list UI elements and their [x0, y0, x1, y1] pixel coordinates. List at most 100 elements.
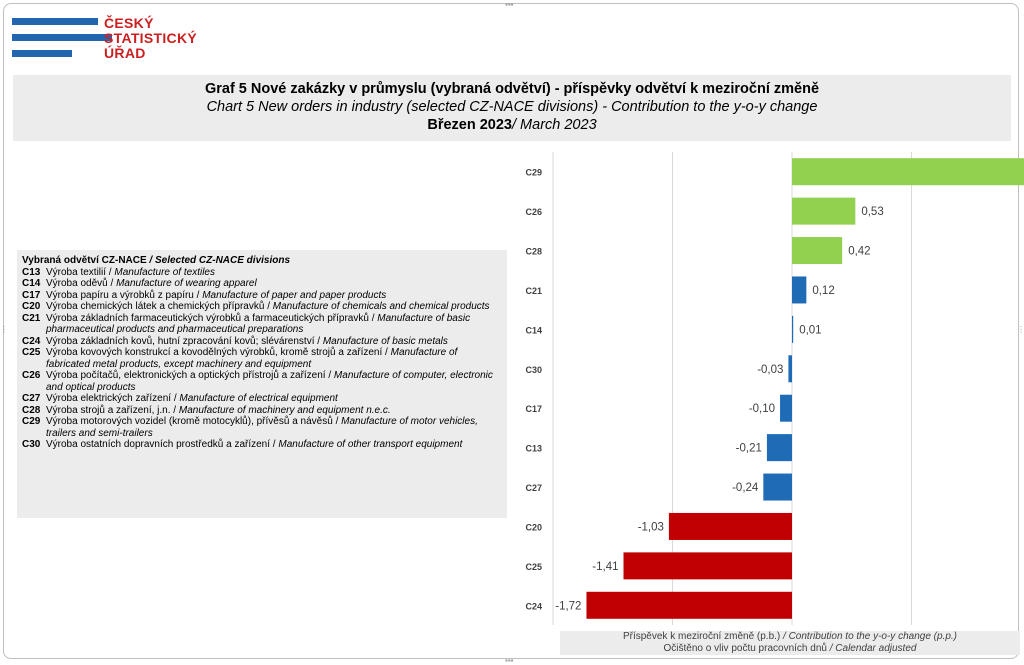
legend-code: C27 — [22, 393, 41, 404]
legend-description-en: Manufacture of paper and paper products — [202, 289, 387, 301]
legend-code: C14 — [22, 278, 41, 289]
value-label: -0,10 — [749, 403, 775, 415]
legend-item-c30: C30 Výroba ostatních dopravních prostředk… — [22, 439, 503, 451]
bar-c25 — [623, 552, 792, 580]
legend-description: Výroba elektrických zařízení / Manufactu… — [46, 393, 338, 404]
bar-c27 — [763, 473, 792, 501]
legend-description: Výroba základních farmaceutických výrobk… — [46, 312, 471, 336]
bar-c21 — [792, 276, 807, 304]
legend-description-en: Manufacture of basic metals — [322, 335, 448, 347]
legend-description: Výroba papíru a výrobků z papíru / Manuf… — [46, 289, 387, 301]
bar-c13 — [766, 434, 792, 462]
chart-period: Březen 2023/ March 2023 — [13, 117, 1011, 133]
legend-heading-en: / Selected CZ-NACE divisions — [146, 255, 291, 266]
logo-stripe — [12, 18, 98, 25]
period-en: / March 2023 — [512, 117, 597, 133]
legend-description: Výroba motorových vozidel (kromě motocyk… — [46, 416, 478, 439]
legend-description-en: Manufacture of motor vehicles, trailers … — [46, 416, 478, 439]
legend-item-c21: C21 Výroba základních farmaceutických výr… — [22, 313, 503, 336]
logo-line-2: STATISTICKÝ — [104, 30, 198, 46]
legend-description-en: Manufacture of chemicals and chemical pr… — [272, 301, 490, 312]
resize-handle-left[interactable]: ⋮ — [0, 325, 8, 334]
resize-handle-bottom[interactable]: ▪▪▪ — [505, 656, 514, 665]
legend-code: C17 — [22, 289, 41, 301]
legend-description-en: Manufacture of computer, electronic and … — [46, 370, 493, 393]
legend-item-c28: C28 Výroba strojů a zařízení, j.n. / Manu… — [22, 405, 503, 417]
footnote-line-2: Očištěno o vliv počtu pracovních dnů / C… — [560, 643, 1020, 655]
category-label: C13 — [525, 444, 542, 454]
legend-description: Výroba kovových konstrukcí a kovodělných… — [46, 347, 458, 370]
legend-heading: Vybraná odvětví CZ-NACE / Selected CZ-NA… — [22, 255, 503, 267]
legend-items: C13 Výroba textilií / Manufacture of text… — [22, 267, 503, 451]
legend-description: Výroba chemických látek a chemických pří… — [46, 301, 490, 312]
period-cz: Březen 2023 — [427, 117, 512, 133]
legend-description: Výroba počítačů, elektronických a optick… — [46, 370, 493, 393]
category-label: C27 — [525, 483, 542, 493]
legend-description-en: Manufacture of other transport equipment — [278, 439, 463, 450]
logo-line-3: ÚŘAD — [104, 45, 146, 61]
legend-item-c17: C17 Výroba papíru a výrobků z papíru / Ma… — [22, 290, 503, 302]
legend-description-cz: Výroba strojů a zařízení, j.n. — [46, 404, 171, 416]
legend-description-cz: Výroba chemických látek a chemických pří… — [46, 301, 265, 312]
value-label: -1,41 — [592, 561, 618, 573]
resize-handle-right[interactable]: ⋮ — [1017, 325, 1024, 334]
legend-description: Výroba textilií / Manufacture of textile… — [46, 266, 215, 278]
footnote-line-1-en: / Contribution to the y-o-y change (p.p.… — [780, 631, 958, 642]
legend-code: C29 — [22, 416, 41, 427]
footnote-line-1-cz: Příspěvek k meziroční změně (p.b.) — [622, 631, 781, 642]
legend-item-c24: C24 Výroba základních kovů, hutní zpracov… — [22, 336, 503, 348]
logo-stripe — [12, 50, 72, 57]
legend-description-en: Manufacture of electrical equipment — [179, 393, 338, 404]
legend-description-cz: Výroba počítačů, elektronických a optick… — [46, 370, 326, 381]
legend-code: C24 — [22, 335, 41, 347]
value-label: 0,01 — [799, 324, 821, 336]
legend-code: C30 — [22, 439, 41, 450]
bar-c14 — [792, 315, 794, 343]
legend-box: Vybraná odvětví CZ-NACE / Selected CZ-NA… — [17, 250, 507, 518]
legend-description-en: Manufacture of machinery and equipment n… — [178, 404, 391, 416]
category-label: C14 — [525, 325, 542, 335]
legend-item-c27: C27 Výroba elektrických zařízení / Manufa… — [22, 393, 503, 405]
legend-description-cz: Výroba textilií — [46, 266, 107, 278]
value-label: -1,72 — [555, 600, 581, 612]
legend-item-c20: C20 Výroba chemických látek a chemických … — [22, 301, 503, 313]
legend-description: Výroba oděvů / Manufacture of wearing ap… — [46, 278, 257, 289]
czso-logo: ČESKÝ STATISTICKÝ ÚŘAD — [12, 12, 212, 64]
value-label: -1,03 — [638, 521, 664, 533]
legend-item-c29: C29 Výroba motorových vozidel (kromě moto… — [22, 416, 503, 439]
legend-code: C25 — [22, 347, 41, 358]
chart-title-en: Chart 5 New orders in industry (selected… — [206, 99, 818, 115]
category-label: C20 — [525, 522, 542, 532]
value-label: -0,24 — [732, 482, 759, 494]
value-label: -0,03 — [757, 364, 783, 376]
legend-description-cz: Výroba oděvů — [46, 278, 108, 289]
logo-stripe — [12, 34, 112, 41]
legend-description-en: Manufacture of textiles — [114, 266, 215, 278]
logo-line-1: ČESKÝ — [104, 15, 154, 31]
bar-c28 — [792, 237, 843, 265]
legend-code: C20 — [22, 301, 41, 312]
title-box: Graf 5 Nové zakázky v průmyslu (vybraná … — [13, 75, 1011, 141]
legend-heading-cz: Vybraná odvětví CZ-NACE — [22, 255, 147, 266]
footnote-line-2-en: / Calendar adjusted — [826, 643, 917, 654]
bar-c30 — [788, 355, 792, 383]
category-label: C25 — [525, 562, 542, 572]
category-label: C26 — [525, 207, 542, 217]
bar-c17 — [780, 394, 792, 422]
footnote: Příspěvek k meziroční změně (p.b.) / Con… — [560, 631, 1020, 655]
bar-c24 — [586, 591, 792, 619]
resize-handle-top[interactable]: ▪▪▪ — [505, 0, 514, 9]
legend-item-c26: C26 Výroba počítačů, elektronických a opt… — [22, 370, 503, 393]
category-label: C24 — [525, 601, 542, 611]
legend-item-c25: C25 Výroba kovových konstrukcí a kovoděln… — [22, 347, 503, 370]
legend-description-cz: Výroba papíru a výrobků z papíru — [46, 289, 194, 301]
legend-description: Výroba základních kovů, hutní zpracování… — [46, 335, 448, 347]
category-label: C17 — [525, 404, 542, 414]
category-label: C28 — [525, 247, 542, 257]
legend-code: C13 — [22, 266, 41, 278]
legend-description-cz: Výroba základních kovů, hutní zpracování… — [46, 335, 315, 347]
legend-description-cz: Výroba motorových vozidel (kromě motocyk… — [46, 416, 333, 427]
legend-code: C21 — [22, 312, 41, 324]
legend-code: C26 — [22, 370, 41, 381]
